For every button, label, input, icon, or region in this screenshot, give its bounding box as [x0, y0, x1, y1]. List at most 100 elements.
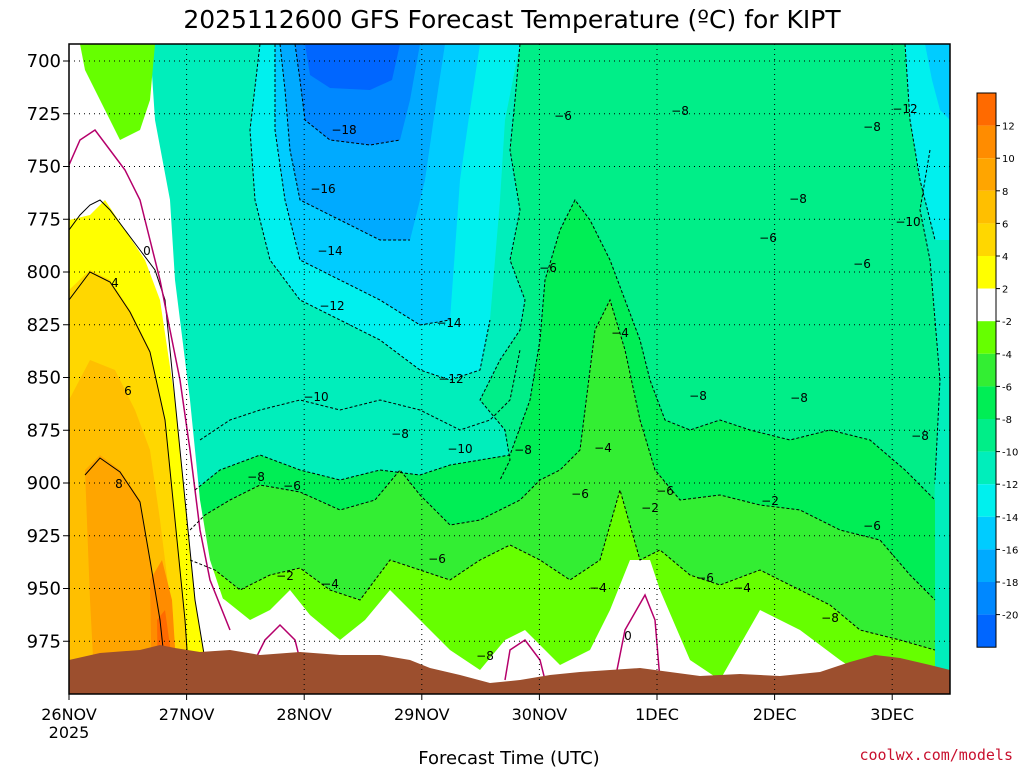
contour-minus-16 [279, 44, 410, 241]
contour-label: −6 [571, 487, 589, 501]
contour-label: 6 [124, 384, 132, 398]
contour-label: −4 [594, 441, 612, 455]
colorbar-tick-label: 12 [1002, 122, 1015, 133]
contour-label: −6 [428, 552, 446, 566]
x-tick-label: 30NOV [512, 705, 568, 724]
contour-label: −8 [911, 429, 929, 443]
y-tick-label: 725 [27, 104, 61, 125]
y-tick-label: 850 [27, 368, 61, 389]
colorbar-band [977, 484, 996, 517]
contour-minus-18 [294, 44, 401, 146]
contour-label: −10 [895, 215, 920, 229]
colorbar-tick-label: -18 [1002, 578, 1018, 589]
contour-label: −8 [821, 611, 839, 625]
colorbar-tick-label: -2 [1002, 317, 1012, 328]
contour-minus-12 [249, 44, 491, 381]
colorbar-band [977, 419, 996, 452]
colorbar-tick-label: -6 [1002, 382, 1012, 393]
colorbar-tick-label: -12 [1002, 480, 1018, 491]
colorbar-band [977, 288, 996, 322]
contour-label: −8 [689, 389, 707, 403]
x-tick-label: 2DEC [753, 705, 797, 724]
contour-label: −4 [321, 577, 339, 591]
contour-minus-10 [199, 349, 521, 441]
contour-label: −6 [853, 257, 871, 271]
colorbar-band [977, 321, 996, 354]
contour-labels: 0 4 6 8 −18 −16 −14 −12 −14 −12 −10 −8 −8 −6 −2 −4 −10 −8… [111, 102, 929, 663]
colorbar-tick-label: 6 [1002, 219, 1008, 230]
x-tick-label: 29NOV [394, 705, 450, 724]
colorbar-band [977, 158, 996, 191]
contour-label: −2 [276, 569, 294, 583]
contour-label: 0 [143, 244, 151, 258]
colorbar-band [977, 451, 996, 485]
x-tick-label: 3DEC [870, 705, 914, 724]
x-tick-year: 2025 [49, 723, 90, 742]
credit-text: coolwx.com/models [859, 746, 1013, 764]
colorbar-tick-label: -10 [1002, 448, 1018, 459]
contour-label: −12 [892, 102, 917, 116]
colorbar-tick-label: 10 [1002, 154, 1015, 165]
y-tick-label: 900 [27, 473, 61, 494]
contour-label: 8 [115, 477, 123, 491]
x-tick-label: 1DEC [635, 705, 679, 724]
contour-label: −14 [436, 316, 461, 330]
colorbar-band [977, 93, 996, 126]
y-tick-label: 700 [27, 51, 61, 72]
contour-8 [84, 457, 169, 694]
y-tick-label: 925 [27, 526, 61, 547]
contour-minus-4 [189, 298, 936, 601]
plot-frame [68, 43, 951, 695]
contour-label: −8 [247, 470, 265, 484]
chart-title: 2025112600 GFS Forecast Temperature (ºC)… [183, 5, 841, 34]
contour-label: −6 [696, 571, 714, 585]
contour-magenta-30nov [504, 638, 546, 681]
contour-label: −4 [589, 581, 607, 595]
y-tick-label: 750 [27, 157, 61, 178]
colorbar-band [977, 614, 996, 648]
contour-label: −6 [283, 479, 301, 493]
x-axis-label: Forecast Time (UTC) [418, 748, 599, 768]
contour-label: −6 [554, 109, 572, 123]
colorbar-band [977, 256, 996, 289]
contour-minus-12-right [904, 44, 936, 241]
y-tick-label: 800 [27, 262, 61, 283]
colorbar-band [977, 582, 996, 615]
contour-label: −4 [733, 581, 751, 595]
contour-label: −8 [789, 192, 807, 206]
colorbar-tick-label: -8 [1002, 415, 1012, 426]
y-tick-label: 825 [27, 315, 61, 336]
contour-minus-8 [479, 44, 526, 481]
terrain [69, 645, 950, 694]
colorbar-tick-label: 8 [1002, 187, 1008, 198]
colorbar-band [977, 386, 996, 419]
x-tick-label: 26NOV [41, 705, 97, 724]
y-tick-label: 950 [27, 579, 61, 600]
y-tick-label: 875 [27, 420, 61, 441]
colorbar-band [977, 223, 996, 256]
contour-4 [69, 271, 191, 694]
contour-label: −8 [514, 443, 532, 457]
contour-label: −6 [759, 231, 777, 245]
contour-label: −18 [331, 123, 356, 137]
colorbar-tick-label: -20 [1002, 611, 1018, 622]
x-tick-label: 28NOV [276, 705, 332, 724]
contour-minus-2 [189, 488, 936, 651]
contour-label: −8 [863, 120, 881, 134]
contour-label: −8 [391, 427, 409, 441]
contour-label: 4 [111, 276, 119, 290]
contour-label: −4 [611, 326, 629, 340]
contour-label: −2 [761, 494, 779, 508]
contour-label: −14 [317, 244, 342, 258]
y-tick-label: 975 [27, 631, 61, 652]
contour-label: −8 [671, 104, 689, 118]
colorbar-band [977, 516, 996, 550]
band-minus-22-to-minus-20 [305, 44, 400, 90]
contour-magenta-950 [254, 623, 301, 661]
plot-area [69, 44, 950, 694]
contour-label: −12 [438, 372, 463, 386]
colorbar: 12 10 8 6 4 2 -2 -4 -6 -8 -10 -12 -14 -16 -18 -20 [976, 92, 1018, 648]
contour-label: −16 [310, 182, 335, 196]
contour-magenta-left [69, 128, 231, 631]
